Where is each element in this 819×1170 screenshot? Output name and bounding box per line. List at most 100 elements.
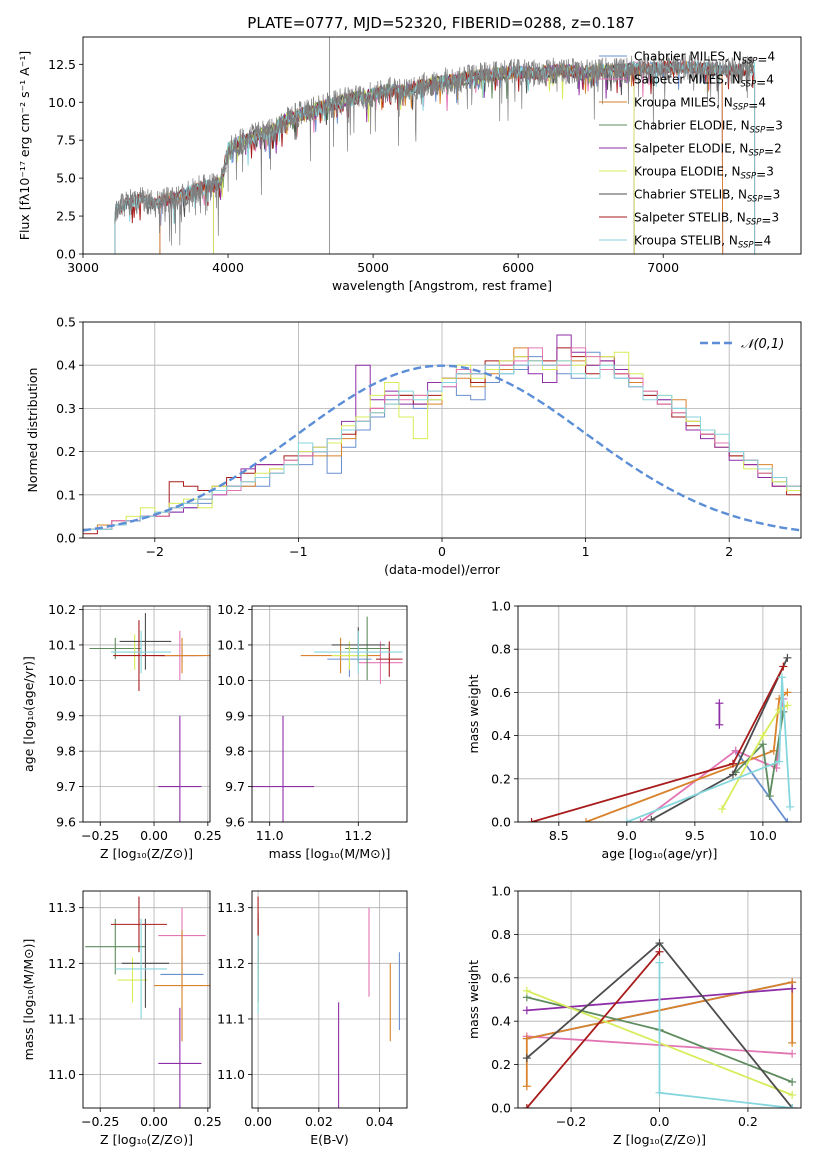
legend-nssp-label: , N — [732, 142, 749, 156]
legend-label: Salpeter ELODIE, NSSP=2 — [634, 142, 782, 159]
y-tick-label: 0.4 — [491, 728, 511, 743]
legend-nssp-value: 3 — [766, 165, 774, 179]
x-tick-label: 0.0 — [650, 1114, 670, 1129]
legend-nssp-subscript: SSP — [748, 149, 764, 159]
panel-z_age: −0.25 0.00 0.25 9.6 9.7 9.8 9.9 10.0 10.1 10.2 Z [… — [21, 602, 222, 861]
error-bar-point — [110, 896, 167, 953]
legend-nssp-subscript: SSP — [746, 218, 762, 228]
legend-label: Chabrier ELODIE, NSSP=3 — [634, 119, 783, 136]
legend-nssp-value: 4 — [764, 234, 772, 248]
x-tick-label: 4000 — [212, 260, 244, 275]
y-tick-label: 0.1 — [56, 487, 76, 502]
x-tick-label: 11.2 — [344, 828, 372, 843]
axes-frame — [82, 605, 211, 823]
legend-nssp-label: , N — [716, 96, 733, 110]
x-tick-label: 3000 — [67, 260, 99, 275]
x-tick-label: 5000 — [357, 260, 389, 275]
legend-nssp-value: 4 — [766, 73, 774, 87]
y-tick-label: 10.1 — [217, 637, 245, 652]
legend-nssp-label: , N — [725, 50, 742, 64]
legend-equals: = — [765, 122, 775, 136]
weight-line — [526, 951, 661, 1108]
legend-nssp-label: , N — [730, 188, 747, 202]
plot-area — [257, 896, 400, 1108]
legend-label: Kroupa STELIB, NSSP=4 — [634, 234, 771, 251]
panel-z_mass: −0.25 0.00 0.25 11.0 11.1 11.2 11.3 Z [log₁₀(Z/… — [21, 890, 222, 1147]
error-bar-point — [117, 957, 148, 1003]
legend-nssp-subscript: SSP — [733, 103, 749, 113]
x-axis-label: Z [log₁₀(Z/Z⊙)] — [100, 1132, 193, 1147]
panel-age_weight: 8.5 9.0 9.5 10.0 0.0 0.2 0.4 0.6 0.8 1.0 age [log₁… — [466, 599, 802, 861]
weight-line — [658, 962, 793, 1108]
x-axis-label: Z [log₁₀(Z/Z⊙)] — [100, 846, 193, 861]
y-tick-label: 0.8 — [491, 642, 511, 657]
x-tick-label: 10.0 — [749, 828, 777, 843]
y-tick-label: 9.6 — [56, 815, 76, 830]
error-bar-point — [85, 918, 146, 975]
x-tick-label: 2 — [725, 544, 733, 559]
x-axis-label: (data-model)/error — [384, 562, 501, 577]
x-tick-label: −0.25 — [81, 1114, 119, 1129]
legend-nssp-label: , N — [724, 165, 741, 179]
panel-mass_age: 11.0 11.2 9.6 9.7 9.8 9.9 10.0 10.1 10.2 mass [lo… — [217, 602, 408, 861]
y-tick-label: 0.4 — [491, 1014, 511, 1029]
y-tick-label: 0.0 — [491, 1101, 511, 1116]
figure-title: PLATE=0777, MJD=52320, FIBERID=0288, z=0… — [247, 14, 634, 32]
x-tick-label: 8.5 — [549, 828, 569, 843]
legend-series-name: Salpeter STELIB — [634, 211, 729, 225]
legend-nssp-subscript: SSP — [741, 172, 757, 182]
legend-nssp-label: , N — [729, 211, 746, 225]
weight-line — [585, 691, 788, 822]
x-tick-label: −1 — [289, 544, 307, 559]
panel-ebv_mass: 0.00 0.02 0.04 11.0 11.1 11.2 11.3 E(B-V) — [217, 890, 408, 1147]
x-tick-label: 0.04 — [366, 1114, 394, 1129]
x-tick-label: 6000 — [502, 260, 534, 275]
panel-spectrum: 3000 4000 5000 6000 7000 0.0 2.5 5.0 7.5 10.0 12.5… — [17, 36, 802, 293]
legend-series-name: Salpeter ELODIE — [634, 142, 732, 156]
y-tick-label: 10.0 — [217, 673, 245, 688]
y-tick-label: 9.9 — [56, 708, 76, 723]
legend-equals: = — [756, 168, 766, 182]
legend-label: Kroupa MILES, NSSP=4 — [634, 96, 766, 113]
y-tick-label: 9.8 — [225, 744, 245, 759]
error-bar-point — [252, 715, 314, 822]
y-axis-label: mass weight — [466, 674, 481, 753]
weight-line — [639, 698, 785, 822]
legend-nssp-subscript: SSP — [741, 80, 757, 90]
axes-frame — [82, 36, 802, 255]
y-tick-label: 1.0 — [491, 884, 511, 899]
legend-series-name: Chabrier STELIB — [634, 188, 730, 202]
y-tick-label: 12.5 — [48, 57, 76, 72]
plot-area — [252, 616, 403, 822]
histogram-step-line — [83, 351, 801, 530]
y-tick-label: 10.2 — [217, 602, 245, 617]
y-tick-label: 9.7 — [56, 779, 76, 794]
y-tick-label: 10.2 — [48, 602, 76, 617]
error-bar-point — [331, 641, 368, 670]
legend-nssp-subscript: SSP — [738, 241, 754, 251]
plot-area — [85, 896, 210, 1108]
x-axis-label: Z [log₁₀(Z/Z⊙)] — [613, 1132, 706, 1147]
histogram-step-line — [83, 351, 801, 530]
x-tick-label: −0.25 — [81, 828, 119, 843]
legend-series-name: Salpeter MILES — [634, 73, 724, 87]
error-bar-point — [376, 641, 403, 677]
legend-label: Salpeter STELIB, NSSP=3 — [634, 211, 779, 228]
y-tick-label: 0.5 — [56, 315, 76, 330]
legend-label: 𝒩(0,1) — [741, 337, 784, 352]
x-tick-label: 0.2 — [738, 1114, 758, 1129]
x-tick-label: 0.00 — [140, 828, 168, 843]
weight-line — [531, 666, 785, 822]
y-tick-label: 11.1 — [48, 1011, 76, 1026]
axes-frame — [517, 605, 802, 823]
y-axis-label: mass weight — [466, 960, 481, 1039]
legend-equals: = — [764, 145, 774, 159]
plot-area — [527, 653, 795, 822]
y-tick-label: 0.2 — [491, 1057, 511, 1072]
x-tick-label: 9.5 — [685, 828, 705, 843]
y-axis-label: Flux [fλ10⁻¹⁷ erg cm⁻² s⁻¹ A⁻¹] — [17, 51, 32, 240]
legend: 𝒩(0,1) — [700, 337, 784, 352]
y-tick-label: 0.4 — [56, 358, 76, 373]
